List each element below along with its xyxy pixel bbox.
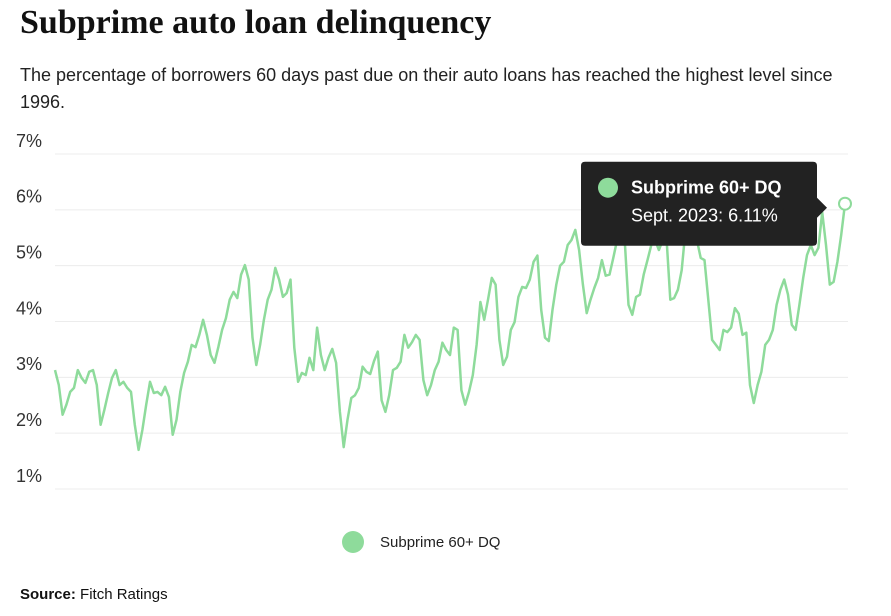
chart-title: Subprime auto loan delinquency	[20, 4, 492, 41]
tooltip-title: Subprime 60+ DQ	[631, 177, 782, 197]
tooltip-box	[581, 161, 827, 246]
source-text: Fitch Ratings	[80, 586, 168, 603]
y-tick-label: 1%	[16, 466, 42, 486]
y-tick-label: 6%	[16, 187, 42, 207]
tooltip-swatch	[598, 177, 618, 198]
y-tick-label: 4%	[16, 298, 42, 318]
tooltip-value: Sept. 2023: 6.11%	[631, 205, 778, 225]
y-tick-label: 2%	[16, 410, 42, 430]
y-tick-label: 3%	[16, 354, 42, 374]
source: Source: Fitch Ratings	[20, 586, 168, 603]
y-tick-label: 5%	[16, 242, 42, 262]
source-label: Source:	[20, 586, 76, 603]
legend-label: Subprime 60+ DQ	[380, 534, 500, 551]
chart-subtitle: The percentage of borrowers 60 days past…	[20, 65, 833, 112]
hover-marker	[838, 196, 852, 211]
data-line	[53, 203, 847, 452]
legend-swatch	[342, 531, 364, 553]
y-tick-label: 7%	[16, 131, 42, 151]
